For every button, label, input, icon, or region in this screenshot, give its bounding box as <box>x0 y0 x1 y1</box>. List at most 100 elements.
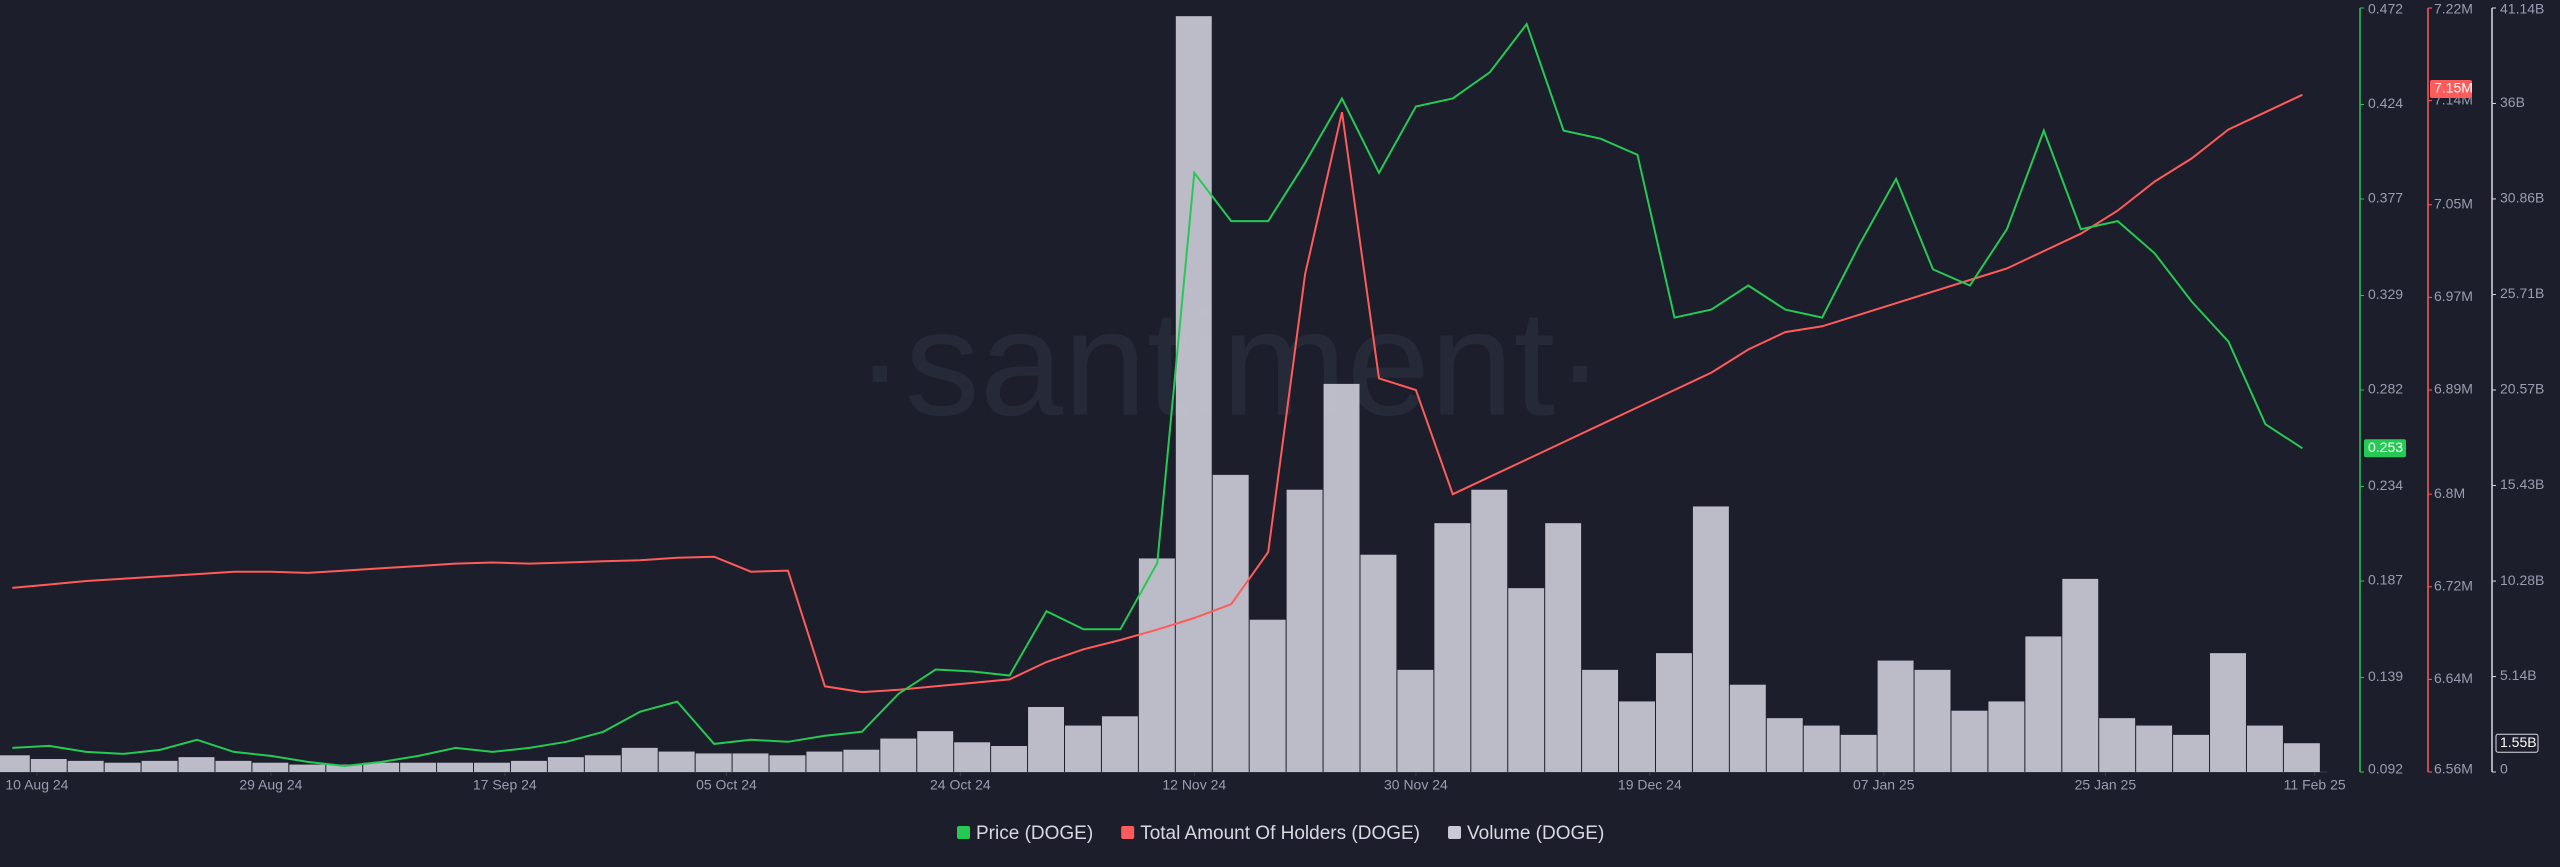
volume-bar <box>1914 669 1951 772</box>
y-tick-label: 0.187 <box>2368 572 2403 588</box>
volume-bar <box>954 742 991 772</box>
volume-bar <box>658 751 695 772</box>
volume-bar <box>2062 578 2099 772</box>
volume-bar <box>1582 669 1619 772</box>
volume-bar <box>1434 523 1471 772</box>
volume-bar <box>769 755 806 772</box>
x-tick-label: 29 Aug 24 <box>239 777 302 793</box>
volume-bar <box>30 759 67 772</box>
y-tick-label: 10.28B <box>2500 572 2544 588</box>
y-tick-label: 36B <box>2500 94 2525 110</box>
last-value-badge <box>2430 80 2472 99</box>
y-tick-label: 20.57B <box>2500 381 2544 397</box>
last-value-label: 7.15M <box>2434 80 2473 96</box>
volume-bar <box>1508 588 1545 772</box>
volume-bar <box>1249 619 1286 772</box>
y-tick-label: 5.14B <box>2500 667 2537 683</box>
y-tick-label: 41.14B <box>2500 1 2544 17</box>
legend-swatch <box>957 826 970 839</box>
volume-bar <box>289 764 326 772</box>
y-tick-label: 0.377 <box>2368 190 2403 206</box>
volume-bar <box>1988 701 2025 772</box>
y-tick-label: 6.8M <box>2434 485 2465 501</box>
volume-bar <box>1840 734 1877 772</box>
volume-bar <box>2025 636 2062 772</box>
volume-bar <box>547 757 584 772</box>
volume-bar <box>806 751 843 772</box>
y-tick-label: 7.05M <box>2434 195 2473 211</box>
volume-bar <box>732 753 769 772</box>
y-tick-label: 0.282 <box>2368 381 2403 397</box>
volume-bar <box>363 762 400 772</box>
volume-bar <box>326 764 363 772</box>
last-value-label: 1.55B <box>2500 734 2537 750</box>
x-tick-label: 11 Feb 25 <box>2284 777 2346 793</box>
volume-bar <box>510 760 547 772</box>
volume-bar <box>1803 725 1840 772</box>
volume-bar <box>1471 489 1508 772</box>
volume-bar <box>104 762 141 772</box>
volume-bar <box>843 749 880 772</box>
volume-bar <box>2246 725 2283 772</box>
y-tick-label: 0.092 <box>2368 761 2403 777</box>
volume-bar <box>1286 489 1323 772</box>
x-tick-label: 12 Nov 24 <box>1162 777 1226 793</box>
volume-bar <box>400 762 437 772</box>
series-line <box>12 22 2303 768</box>
y-tick-label: 0.472 <box>2368 1 2403 17</box>
y-tick-label: 0 <box>2500 761 2508 777</box>
series-line <box>12 93 2303 694</box>
y-tick-label: 0.329 <box>2368 286 2403 302</box>
volume-bar <box>2136 725 2173 772</box>
legend-swatch <box>1121 826 1135 839</box>
y-tick-label: 6.64M <box>2434 670 2473 686</box>
y-tick-label: 0.139 <box>2368 668 2403 684</box>
x-tick-label: 30 Nov 24 <box>1384 777 1448 793</box>
volume-bar <box>1877 660 1914 772</box>
last-value-label: 0.253 <box>2368 439 2403 455</box>
x-tick-label: 07 Jan 25 <box>1853 777 1915 793</box>
volume-bar <box>437 762 474 772</box>
y-tick-label: 0.234 <box>2368 477 2403 493</box>
volume-bar <box>584 755 621 772</box>
volume-bar <box>2099 718 2136 772</box>
last-value-badge <box>2364 439 2406 458</box>
x-tick-label: 24 Oct 24 <box>930 777 991 793</box>
volume-bar <box>1766 718 1803 772</box>
y-tick-label: 7.22M <box>2434 1 2473 17</box>
legend-label: Price (DOGE) <box>976 823 1093 844</box>
volume-bar <box>695 753 732 772</box>
volume-bar <box>1545 523 1582 772</box>
volume-bar <box>1323 383 1360 772</box>
volume-bar <box>2173 734 2210 772</box>
volume-bar <box>991 746 1028 772</box>
x-tick-label: 05 Oct 24 <box>696 777 757 793</box>
x-tick-label: 25 Jan 25 <box>2075 777 2137 793</box>
volume-bar <box>917 731 954 772</box>
legend: Price (DOGE) Total Amount Of Holders (DOG… <box>957 823 1604 844</box>
volume-bar <box>1138 558 1175 772</box>
y-tick-label: 30.86B <box>2500 190 2544 206</box>
volume-bar <box>1619 701 1655 772</box>
watermark: ·santiment· <box>855 279 1605 447</box>
y-tick-label: 6.89M <box>2434 381 2473 397</box>
legend-label: Volume (DOGE) <box>1467 823 1604 844</box>
volume-bar <box>1065 725 1101 772</box>
volume-bar <box>67 760 104 772</box>
y-tick-label: 6.72M <box>2434 577 2473 593</box>
volume-bar <box>1212 474 1249 772</box>
volume-bar <box>1028 707 1065 772</box>
y-tick-label: 0.424 <box>2368 95 2403 111</box>
volume-bar <box>1397 669 1434 772</box>
volume-bar <box>1951 710 1988 772</box>
volume-bar <box>1655 653 1692 772</box>
x-tick-label: 17 Sep 24 <box>473 777 537 793</box>
x-tick-label: 19 Dec 24 <box>1618 777 1682 793</box>
y-tick-label: 25.71B <box>2500 285 2544 301</box>
volume-bar <box>1692 506 1729 772</box>
volume-bar <box>2210 653 2246 772</box>
volume-bar <box>141 760 178 772</box>
y-tick-label: 15.43B <box>2500 476 2544 492</box>
